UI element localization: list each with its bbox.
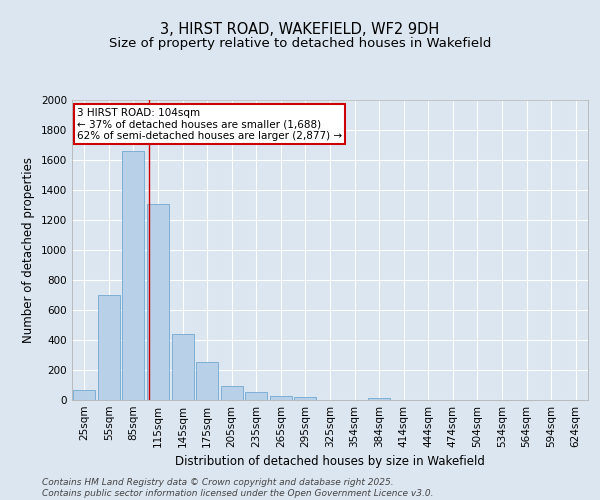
Bar xyxy=(245,392,268,400)
Bar xyxy=(270,396,292,400)
Bar xyxy=(73,390,95,400)
Bar xyxy=(221,386,243,400)
Bar xyxy=(196,362,218,400)
Text: Contains HM Land Registry data © Crown copyright and database right 2025.
Contai: Contains HM Land Registry data © Crown c… xyxy=(42,478,433,498)
Bar xyxy=(122,151,145,400)
Bar xyxy=(295,397,316,400)
Bar xyxy=(147,204,169,400)
Bar xyxy=(368,398,390,400)
Text: 3, HIRST ROAD, WAKEFIELD, WF2 9DH: 3, HIRST ROAD, WAKEFIELD, WF2 9DH xyxy=(160,22,440,38)
Y-axis label: Number of detached properties: Number of detached properties xyxy=(22,157,35,343)
Bar xyxy=(98,295,120,400)
X-axis label: Distribution of detached houses by size in Wakefield: Distribution of detached houses by size … xyxy=(175,456,485,468)
Text: Size of property relative to detached houses in Wakefield: Size of property relative to detached ho… xyxy=(109,38,491,51)
Text: 3 HIRST ROAD: 104sqm
← 37% of detached houses are smaller (1,688)
62% of semi-de: 3 HIRST ROAD: 104sqm ← 37% of detached h… xyxy=(77,108,342,140)
Bar xyxy=(172,334,194,400)
